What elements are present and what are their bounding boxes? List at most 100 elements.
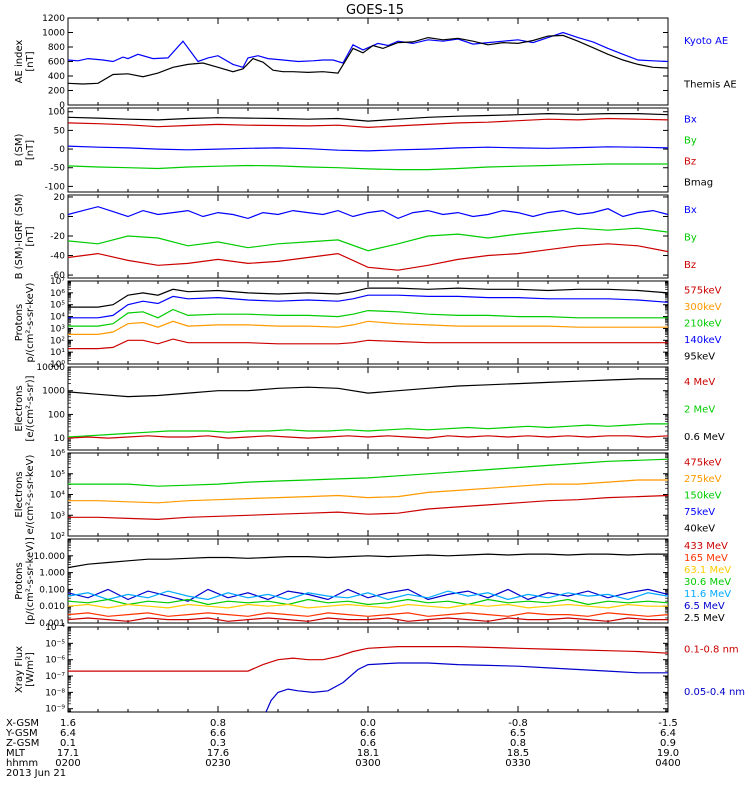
footer-value: -0.8: [508, 718, 528, 729]
y-tick-label: 100: [48, 410, 65, 420]
series-line-by: [67, 163, 668, 171]
legend-95kev: 95keV: [684, 352, 715, 363]
footer-value: 17.6: [207, 748, 229, 759]
y-tick-label: 10⁰: [50, 360, 65, 370]
footer-value: 6.4: [660, 728, 676, 739]
footer-value: 0.1: [60, 738, 76, 749]
footer-value: 0230: [205, 758, 230, 769]
y-tick-label: 1000: [42, 387, 65, 397]
y-tick-label: 1200: [42, 14, 65, 24]
y-tick-label: 0.010: [39, 602, 65, 612]
y-axis-label: B (SM): [14, 133, 25, 166]
series-line-2-mev: [67, 423, 668, 438]
footer-value: 0300: [355, 758, 380, 769]
footer-value: 0.6: [360, 738, 376, 749]
y-tick-label: 10⁻⁵: [45, 639, 65, 649]
panel-protons_mev: 10.000 1.000 0.100 0.010 0.001 Protons [p/(cm²…: [14, 537, 731, 629]
panel-frame: [67, 452, 669, 537]
footer-row-label: Z-GSM: [6, 738, 39, 749]
footer-row-label: hhmm: [6, 758, 38, 769]
y-tick-label: 20: [54, 193, 66, 203]
footer-value: 6.6: [210, 728, 226, 739]
footer-value: 0.3: [210, 738, 226, 749]
legend-by: By: [684, 136, 697, 147]
legend-165-mev: 165 MeV: [684, 553, 728, 564]
legend-0-1-0-8-nm: 0.1-0.8 nm: [684, 644, 739, 655]
y-tick-label: 200: [48, 87, 65, 97]
y-axis-label: Electrons: [14, 385, 25, 431]
footer-value: 0.0: [360, 718, 376, 729]
y-tick-label: 800: [48, 43, 65, 53]
y-axis-label: Protons: [14, 562, 25, 599]
legend-bx: Bx: [684, 205, 697, 216]
legend-6-5-mev: 6.5 MeV: [684, 601, 725, 612]
legend-300kev: 300keV: [684, 302, 722, 313]
series-line-bz: [67, 243, 669, 271]
y-tick-label: 100: [48, 108, 65, 118]
chart-title: GOES-15: [346, 3, 404, 18]
footer-value: -1.5: [658, 718, 678, 729]
footer-row-label: MLT: [6, 748, 26, 759]
legend-bz: Bz: [684, 157, 696, 168]
y-axis-label: B (SM)-IGRF (SM): [14, 194, 25, 280]
legend-0-6-mev: 0.6 MeV: [684, 432, 725, 443]
y-axis-label: [nT]: [25, 51, 36, 71]
legend-kyoto-ae: Kyoto AE: [684, 36, 728, 47]
series-line-4-mev: [67, 435, 669, 439]
footer-date: 2013 Jun 21: [6, 768, 66, 779]
y-tick-label: 10¹: [50, 348, 65, 358]
legend-275kev: 275keV: [684, 474, 722, 485]
y-tick-label: 10⁻⁴: [45, 623, 65, 633]
footer-row-label: X-GSM: [6, 718, 39, 729]
footer-value: 1.6: [60, 718, 76, 729]
series-line-bmag: [67, 112, 669, 122]
y-axis-label: e/(cm²-s-sr-keV): [25, 455, 36, 535]
y-tick-label: 10³: [50, 324, 65, 334]
y-tick-label: 10⁵: [50, 301, 65, 311]
panel-frame: [67, 17, 669, 106]
footer-value: 18.5: [507, 748, 529, 759]
y-tick-label: -20: [50, 232, 65, 242]
y-axis-label: p/(cm²-s-sr-keV): [25, 282, 36, 362]
series-line-150kev: [68, 458, 669, 487]
y-tick-label: 10⁴: [50, 491, 65, 501]
footer-value: 17.1: [57, 748, 79, 759]
y-tick-label: 10000: [36, 363, 65, 373]
footer-value: 6.5: [510, 728, 526, 739]
y-tick-label: 0: [59, 145, 65, 155]
panel-xray: 10⁻⁴ 10⁻⁵ 10⁻⁶ 10⁻⁷ 10⁻⁸ 10⁻⁹ Xray Flux [W/m²] 0…: [14, 623, 745, 715]
footer-value: 0.8: [210, 718, 226, 729]
legend-75kev: 75keV: [684, 507, 715, 518]
y-tick-label: 10²: [50, 336, 65, 346]
footer-value: 0.9: [660, 738, 676, 749]
legend-575kev: 575keV: [684, 285, 722, 296]
legend-2-mev: 2 MeV: [684, 405, 715, 416]
y-tick-label: -100: [45, 182, 66, 192]
legend-bz: Bz: [684, 260, 696, 271]
y-tick-label: 0: [59, 101, 65, 111]
footer-value: 18.1: [357, 748, 379, 759]
series-line-300kev: [68, 320, 668, 335]
y-tick-label: 400: [48, 72, 65, 82]
legend-140kev: 140keV: [684, 335, 722, 346]
series-line-bx: [67, 145, 669, 152]
series-line-kyoto-ae: [67, 31, 669, 69]
y-tick-label: 10⁻⁸: [45, 688, 65, 698]
series-line-475kev: [68, 494, 669, 521]
y-axis-label: Electrons: [14, 471, 25, 517]
series-line-11-6-mev: [67, 590, 669, 601]
series-line-bx: [67, 206, 669, 220]
legend-11-6-mev: 11.6 MeV: [684, 589, 731, 600]
y-tick-label: 10⁻⁷: [45, 672, 65, 682]
legend-0-05-0-4-nm: 0.05-0.4 nm: [684, 687, 745, 698]
legend-2-5-mev: 2.5 MeV: [684, 613, 725, 624]
series-line-165-mev: [67, 612, 669, 617]
series-line-bz: [67, 117, 669, 129]
y-axis-label: [nT]: [25, 140, 36, 160]
footer-value: 19.0: [657, 748, 679, 759]
series-line-6-5-mev: [67, 588, 669, 602]
panel-frame: [67, 280, 669, 365]
legend-4-mev: 4 MeV: [684, 377, 715, 388]
panel-bigrf: 20 0 -20 -40 -60 B (SM)-IGRF (SM) [nT] Bx By Bz: [14, 193, 697, 281]
